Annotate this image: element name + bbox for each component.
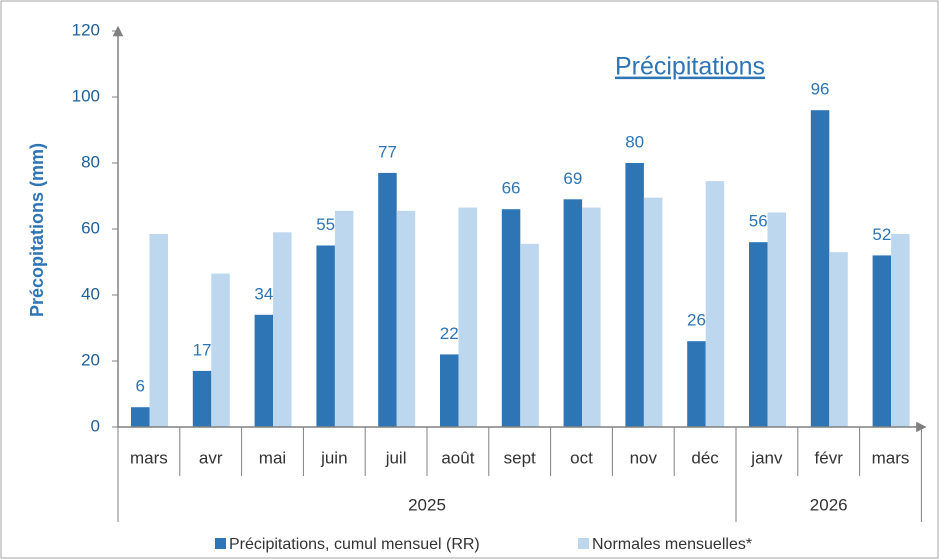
value-label: 22	[440, 324, 459, 343]
x-tick-label: sept	[504, 448, 536, 467]
bar	[625, 163, 644, 427]
bar	[378, 172, 397, 427]
bar	[149, 233, 168, 427]
y-tick-label: 20	[81, 350, 100, 369]
bar	[829, 252, 848, 427]
x-tick-label: févr	[815, 448, 844, 467]
value-label: 6	[136, 377, 145, 396]
bar	[316, 245, 335, 427]
bar	[396, 210, 416, 427]
value-label: 34	[254, 284, 273, 303]
bar	[334, 210, 354, 427]
value-label: 26	[687, 311, 706, 330]
x-tick-label: janv	[750, 448, 783, 467]
x-tick-label: mai	[259, 448, 286, 467]
bar	[872, 255, 892, 427]
bar	[211, 273, 230, 427]
value-label: 52	[872, 225, 891, 244]
bar	[273, 232, 292, 427]
legend-label: Normales mensuelles*	[592, 536, 752, 553]
bar	[643, 197, 663, 427]
bar	[254, 314, 274, 427]
bar	[687, 341, 706, 427]
bar	[440, 354, 459, 427]
year-label: 2025	[408, 495, 446, 514]
legend-label: Précipitations, cumul mensuel (RR)	[229, 536, 480, 553]
bar	[563, 199, 583, 427]
value-label: 96	[811, 80, 830, 99]
value-label: 55	[316, 215, 335, 234]
y-tick-label: 100	[72, 86, 100, 105]
bar	[767, 212, 786, 427]
bar	[520, 243, 539, 427]
x-tick-label: juin	[320, 448, 347, 467]
x-tick-label: déc	[691, 448, 719, 467]
value-label: 80	[625, 132, 644, 151]
x-tick-label: mars	[872, 448, 910, 467]
x-tick-label: nov	[630, 448, 658, 467]
chart-title: Précipitations	[615, 53, 765, 81]
bar	[458, 207, 477, 427]
value-label: 66	[502, 179, 521, 198]
legend-swatch	[215, 538, 226, 549]
y-tick-label: 80	[81, 152, 100, 171]
value-label: 17	[193, 340, 212, 359]
year-label: 2026	[810, 495, 848, 514]
bar	[891, 233, 910, 427]
y-axis-label: Précopitations (mm)	[27, 143, 47, 317]
x-tick-label: juil	[385, 448, 407, 467]
y-tick-label: 0	[91, 416, 100, 435]
bar	[749, 242, 768, 427]
bar	[501, 209, 521, 427]
bar	[810, 110, 830, 427]
bar	[131, 407, 150, 427]
bar	[582, 207, 601, 427]
x-tick-label: avr	[199, 448, 223, 467]
y-tick-label: 40	[81, 284, 100, 303]
y-tick-label: 120	[72, 20, 100, 39]
value-label: 77	[378, 142, 397, 161]
legend-swatch	[578, 538, 589, 549]
value-label: 69	[563, 169, 582, 188]
value-label: 56	[749, 212, 768, 231]
y-tick-label: 60	[81, 218, 100, 237]
bar	[705, 181, 725, 427]
x-tick-label: mars	[130, 448, 168, 467]
bar	[192, 370, 212, 427]
x-tick-label: oct	[570, 448, 593, 467]
x-tick-label: août	[441, 448, 474, 467]
